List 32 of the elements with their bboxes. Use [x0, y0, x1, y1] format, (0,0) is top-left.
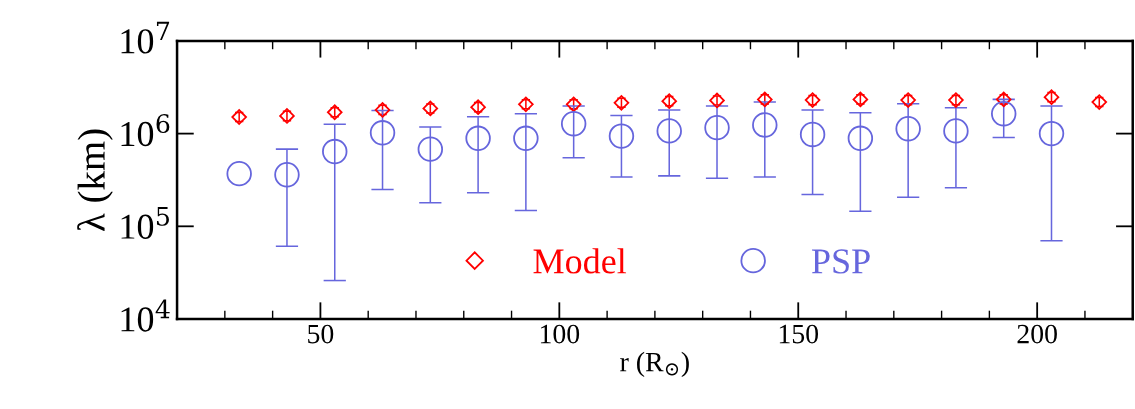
x-tick-label: 100	[540, 324, 580, 344]
point	[465, 125, 491, 152]
x-tick-label: 150	[779, 324, 819, 344]
y-tick-label: 10$^{6}$	[121, 114, 170, 147]
y-tick-label: 10$^{5}$	[121, 207, 169, 239]
legend-label: PSP	[811, 249, 870, 274]
point	[847, 125, 874, 152]
point	[226, 160, 252, 187]
point	[900, 92, 916, 108]
point	[895, 115, 921, 142]
point	[513, 125, 539, 152]
y-axis-title: λ (km)	[77, 129, 113, 232]
legend-label: Model	[533, 248, 627, 274]
point	[709, 92, 725, 109]
point	[991, 100, 1017, 127]
point	[274, 162, 300, 188]
point	[656, 118, 682, 144]
point	[322, 138, 348, 165]
point	[1038, 120, 1065, 147]
point	[943, 118, 969, 144]
point	[752, 112, 778, 138]
y-tick-label: 10$^{7}$	[121, 21, 170, 54]
x-tick-label: 50	[308, 324, 334, 344]
point	[799, 121, 826, 148]
point	[417, 136, 444, 162]
y-tick-label: 10$^{4}$	[121, 299, 170, 332]
point	[560, 110, 587, 137]
x-axis-title: r (R$_{⊙}$)	[620, 351, 689, 378]
point	[704, 114, 730, 141]
point	[608, 123, 635, 149]
x-tick-label: 200	[1017, 324, 1057, 344]
point	[369, 120, 396, 146]
